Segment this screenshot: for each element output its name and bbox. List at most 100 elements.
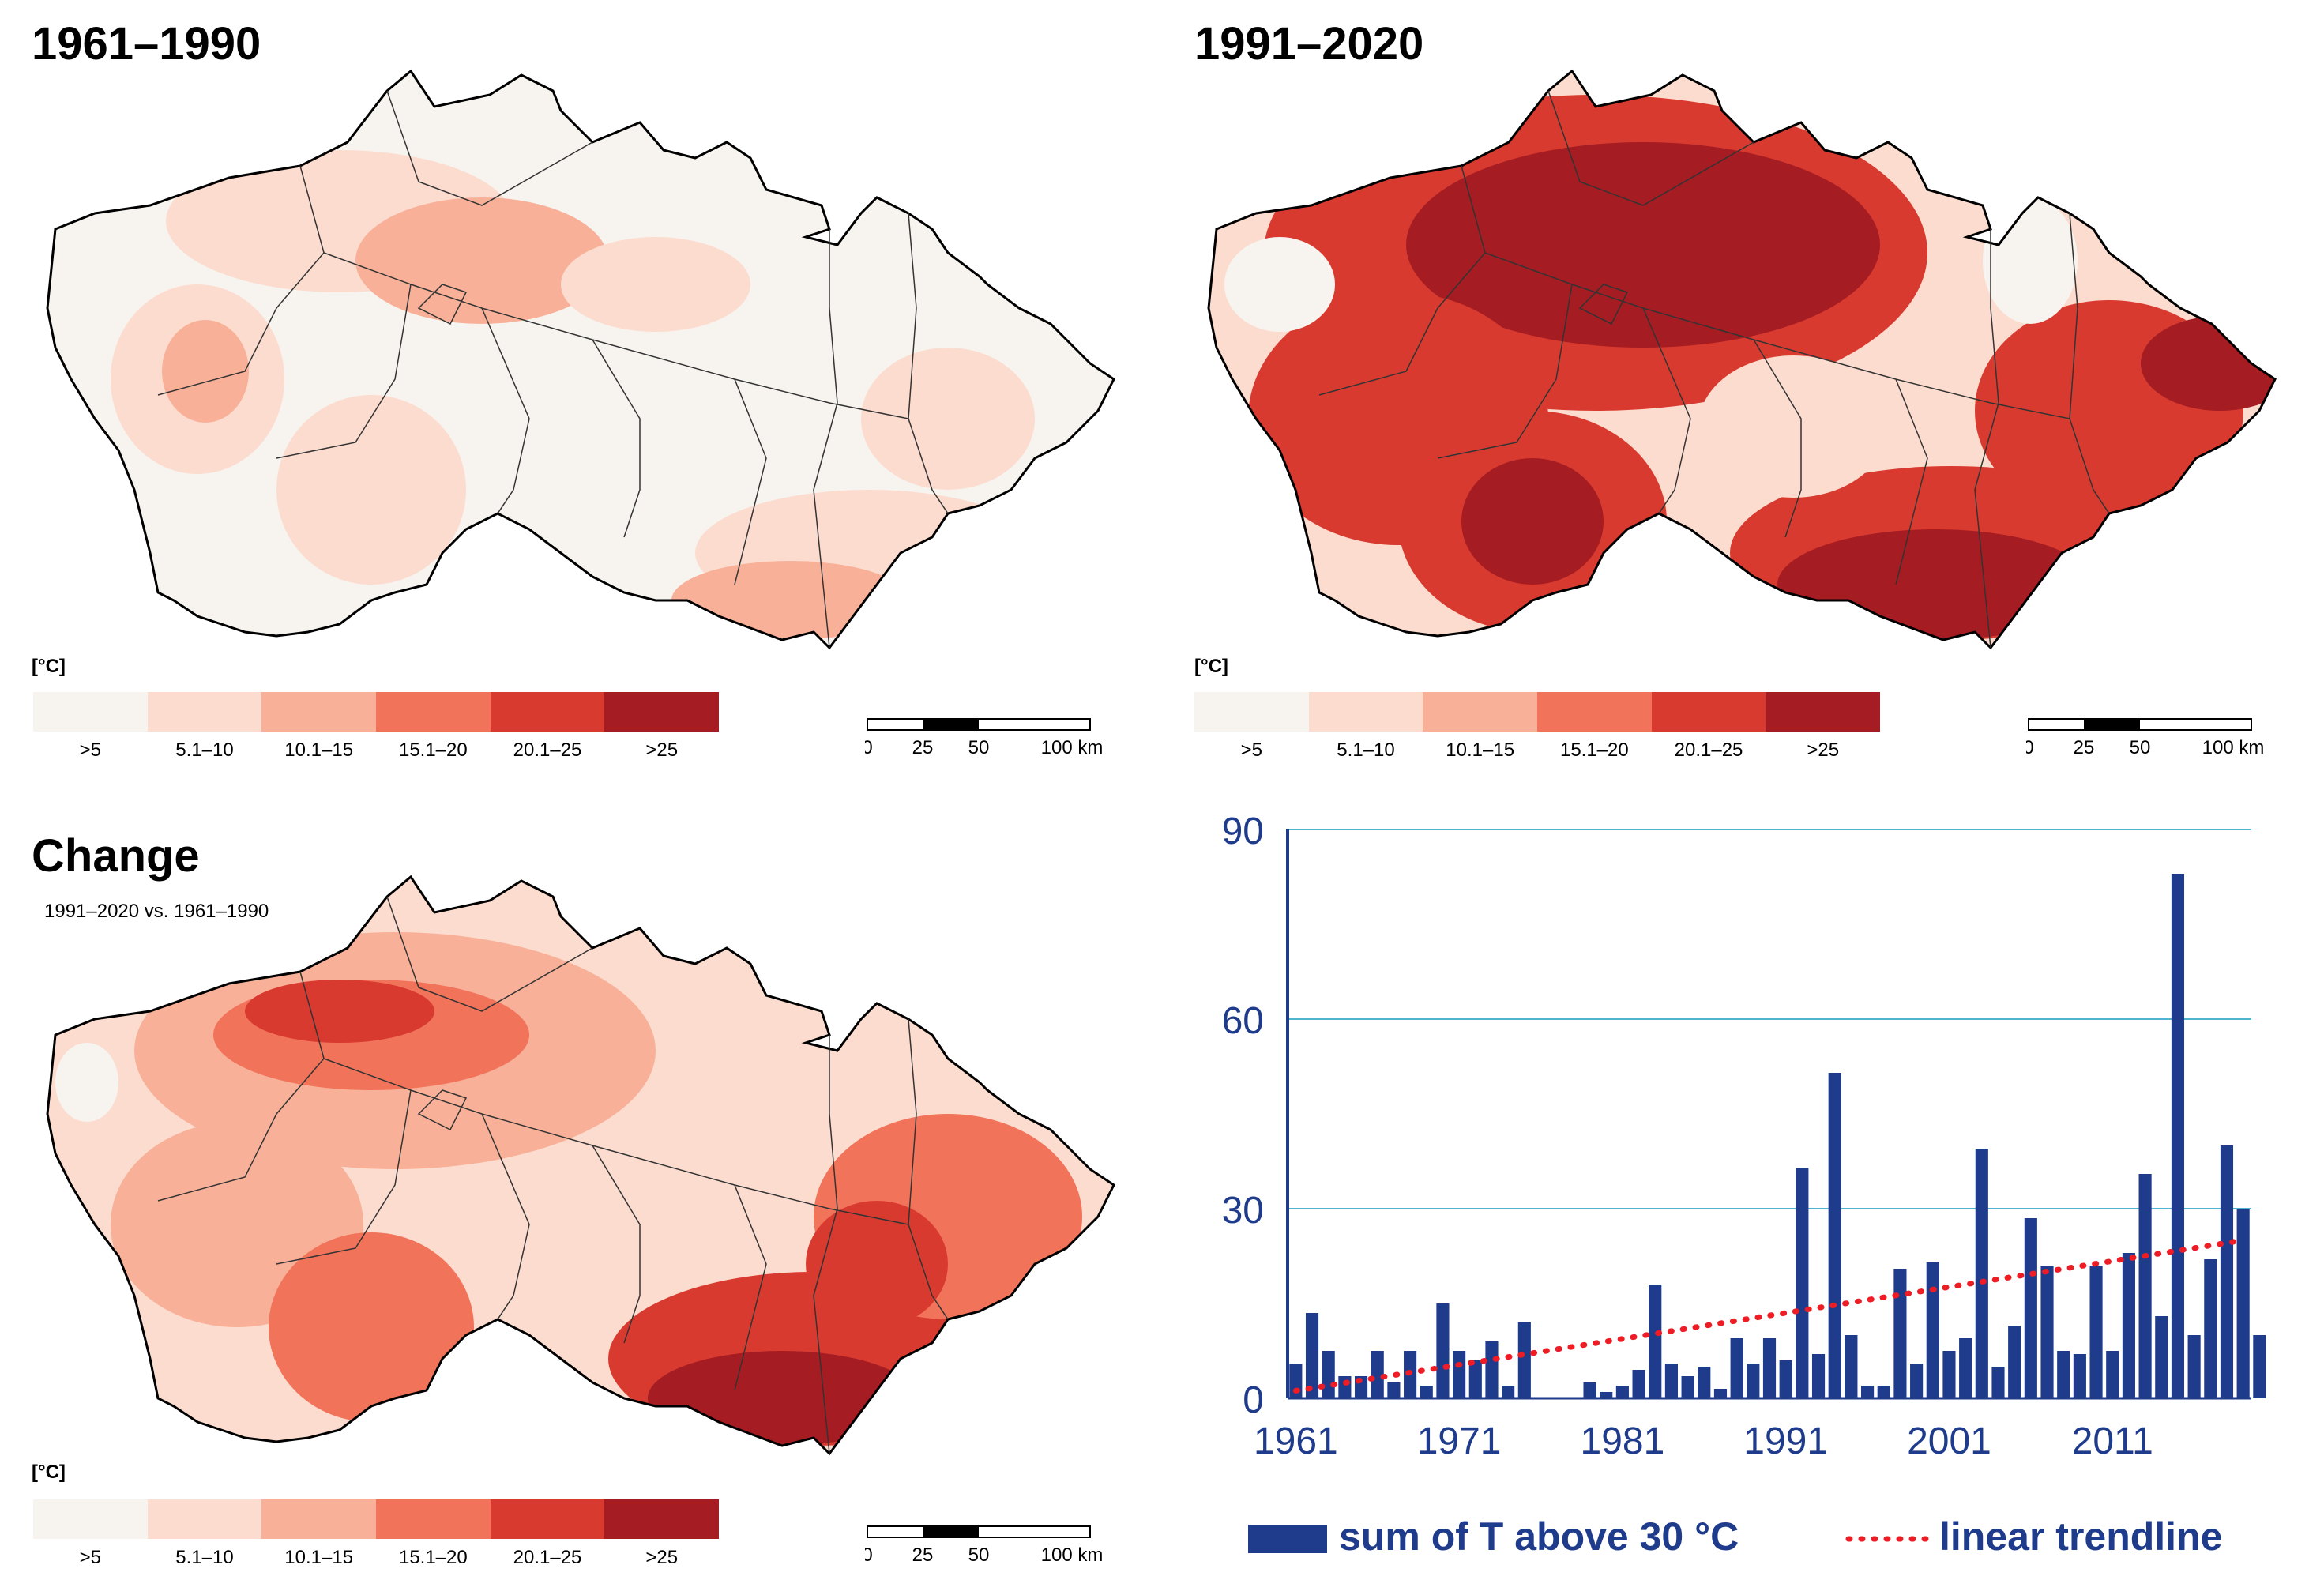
bar: [1649, 1285, 1662, 1398]
legend-label: 10.1–15: [284, 739, 354, 761]
bar: [1698, 1367, 1711, 1398]
bar: [2122, 1253, 2135, 1398]
legend-label: 15.1–20: [1559, 739, 1629, 761]
bar: [2236, 1209, 2250, 1398]
x-tick-label: 2011: [2072, 1420, 2153, 1462]
legend-change: >5 5.1–10 10.1–15 15.1–20 20.1–25 >25: [33, 1499, 720, 1569]
bar: [1926, 1262, 1939, 1398]
legend-bar-label: sum of T above 30 °C: [1339, 1514, 1739, 1559]
y-tick-label: 90: [1222, 811, 1264, 852]
bar: [1371, 1351, 1384, 1398]
panel-title-1961-1990: 1961–1990: [32, 18, 261, 70]
legend-label: >25: [645, 1547, 679, 1568]
y-tick-label: 0: [1243, 1379, 1264, 1421]
bar: [1877, 1386, 1890, 1398]
bar: [1828, 1073, 1841, 1398]
legend-bar-swatch: [1248, 1525, 1327, 1553]
bar: [1600, 1392, 1613, 1398]
scalebar-label: 25: [912, 1544, 934, 1566]
bar: [2106, 1351, 2119, 1398]
bar: [1845, 1335, 1858, 1398]
legend-swatch: [261, 692, 377, 732]
scalebar-label: 25: [2074, 737, 2095, 758]
legend-swatch: [1537, 692, 1652, 732]
scalebar-label: 50: [968, 737, 990, 758]
scalebar-label: 0: [865, 1544, 873, 1566]
map-change: [46, 875, 1115, 1456]
legend-label: >25: [1807, 739, 1840, 761]
bar: [1338, 1376, 1352, 1398]
legend-label: 20.1–25: [513, 1547, 582, 1568]
legend-swatch: [147, 1499, 262, 1539]
unit-label-1991-2020: [°C]: [1194, 656, 1228, 677]
bar: [1681, 1376, 1694, 1398]
legend-swatch: [1766, 692, 1881, 732]
scalebar-label: 50: [2130, 737, 2151, 758]
bar: [1632, 1370, 1645, 1398]
legend-label: 15.1–20: [398, 739, 468, 761]
legend-swatch: [490, 692, 605, 732]
bar: [2171, 874, 2185, 1398]
legend-label: >5: [79, 1547, 102, 1568]
scalebar-label: 100 km: [1041, 737, 1102, 758]
scalebar-label: 25: [912, 737, 934, 758]
unit-label-1961-1990: [°C]: [32, 656, 66, 677]
legend-label: 5.1–10: [1337, 739, 1395, 761]
bar: [1387, 1382, 1401, 1398]
legend-label: >25: [645, 739, 679, 761]
bar: [2024, 1218, 2037, 1398]
bar: [1762, 1338, 1777, 1398]
bar: [1910, 1364, 1924, 1398]
unit-label-change: [°C]: [32, 1461, 66, 1483]
legend-swatch: [1194, 692, 1309, 732]
bar: [1893, 1269, 1907, 1398]
x-tick-label: 2001: [1907, 1420, 1991, 1462]
legend-label: >5: [1240, 739, 1263, 761]
change-subtitle: 1991–2020 vs. 1961–1990: [44, 901, 269, 922]
bar: [2220, 1145, 2234, 1398]
bar: [1779, 1360, 1792, 1398]
bar: [1861, 1386, 1875, 1398]
legend-swatch: [604, 692, 720, 732]
panel-title-1991-2020: 1991–2020: [1194, 18, 1424, 70]
legend-label: >5: [79, 739, 102, 761]
bar: [2253, 1335, 2266, 1398]
bar: [1502, 1386, 1515, 1398]
legend-label: 10.1–15: [1446, 739, 1515, 761]
legend-swatch: [604, 1499, 720, 1539]
bar: [1991, 1367, 2005, 1398]
bar: [1811, 1354, 1826, 1398]
bar: [1322, 1351, 1335, 1398]
scalebar-label: 100 km: [2202, 737, 2263, 758]
legend-swatch: [33, 692, 148, 732]
bar: [1420, 1386, 1433, 1398]
bar: [2073, 1354, 2086, 1398]
x-tick-label: 1991: [1743, 1420, 1828, 1462]
legend-label: 20.1–25: [513, 739, 582, 761]
map-1961-1990: [46, 69, 1115, 650]
legend-1991-2020: >5 5.1–10 10.1–15 15.1–20 20.1–25 >25: [1194, 692, 1881, 762]
legend-trend-label: linear trendline: [1939, 1514, 2222, 1559]
bar: [1583, 1382, 1596, 1398]
legend-1961-1990: >5 5.1–10 10.1–15 15.1–20 20.1–25 >25: [33, 692, 720, 762]
x-tick-label: 1971: [1417, 1420, 1502, 1462]
legend-swatch: [376, 692, 491, 732]
bar: [1615, 1386, 1629, 1398]
bar: [2155, 1316, 2168, 1398]
bar: [1485, 1341, 1499, 1398]
scalebar-1991-2020: 0 25 50 100 km: [2026, 718, 2263, 758]
scalebar-change: 0 25 50 100 km: [865, 1525, 1102, 1566]
bar: [1942, 1351, 1956, 1398]
bar: [1796, 1168, 1809, 1398]
scalebar-label: 50: [968, 1544, 990, 1566]
legend-label: 10.1–15: [284, 1547, 354, 1568]
scalebar-label: 0: [2026, 737, 2034, 758]
bar: [1747, 1364, 1760, 1398]
bar: [2008, 1326, 2021, 1398]
bar: [1713, 1389, 1728, 1398]
scalebar-1961-1990: 0 25 50 100 km: [865, 718, 1102, 758]
legend-swatch: [147, 692, 262, 732]
bar: [1664, 1364, 1678, 1398]
scalebar-label: 100 km: [1041, 1544, 1102, 1566]
panel-title-change: Change: [32, 830, 200, 882]
